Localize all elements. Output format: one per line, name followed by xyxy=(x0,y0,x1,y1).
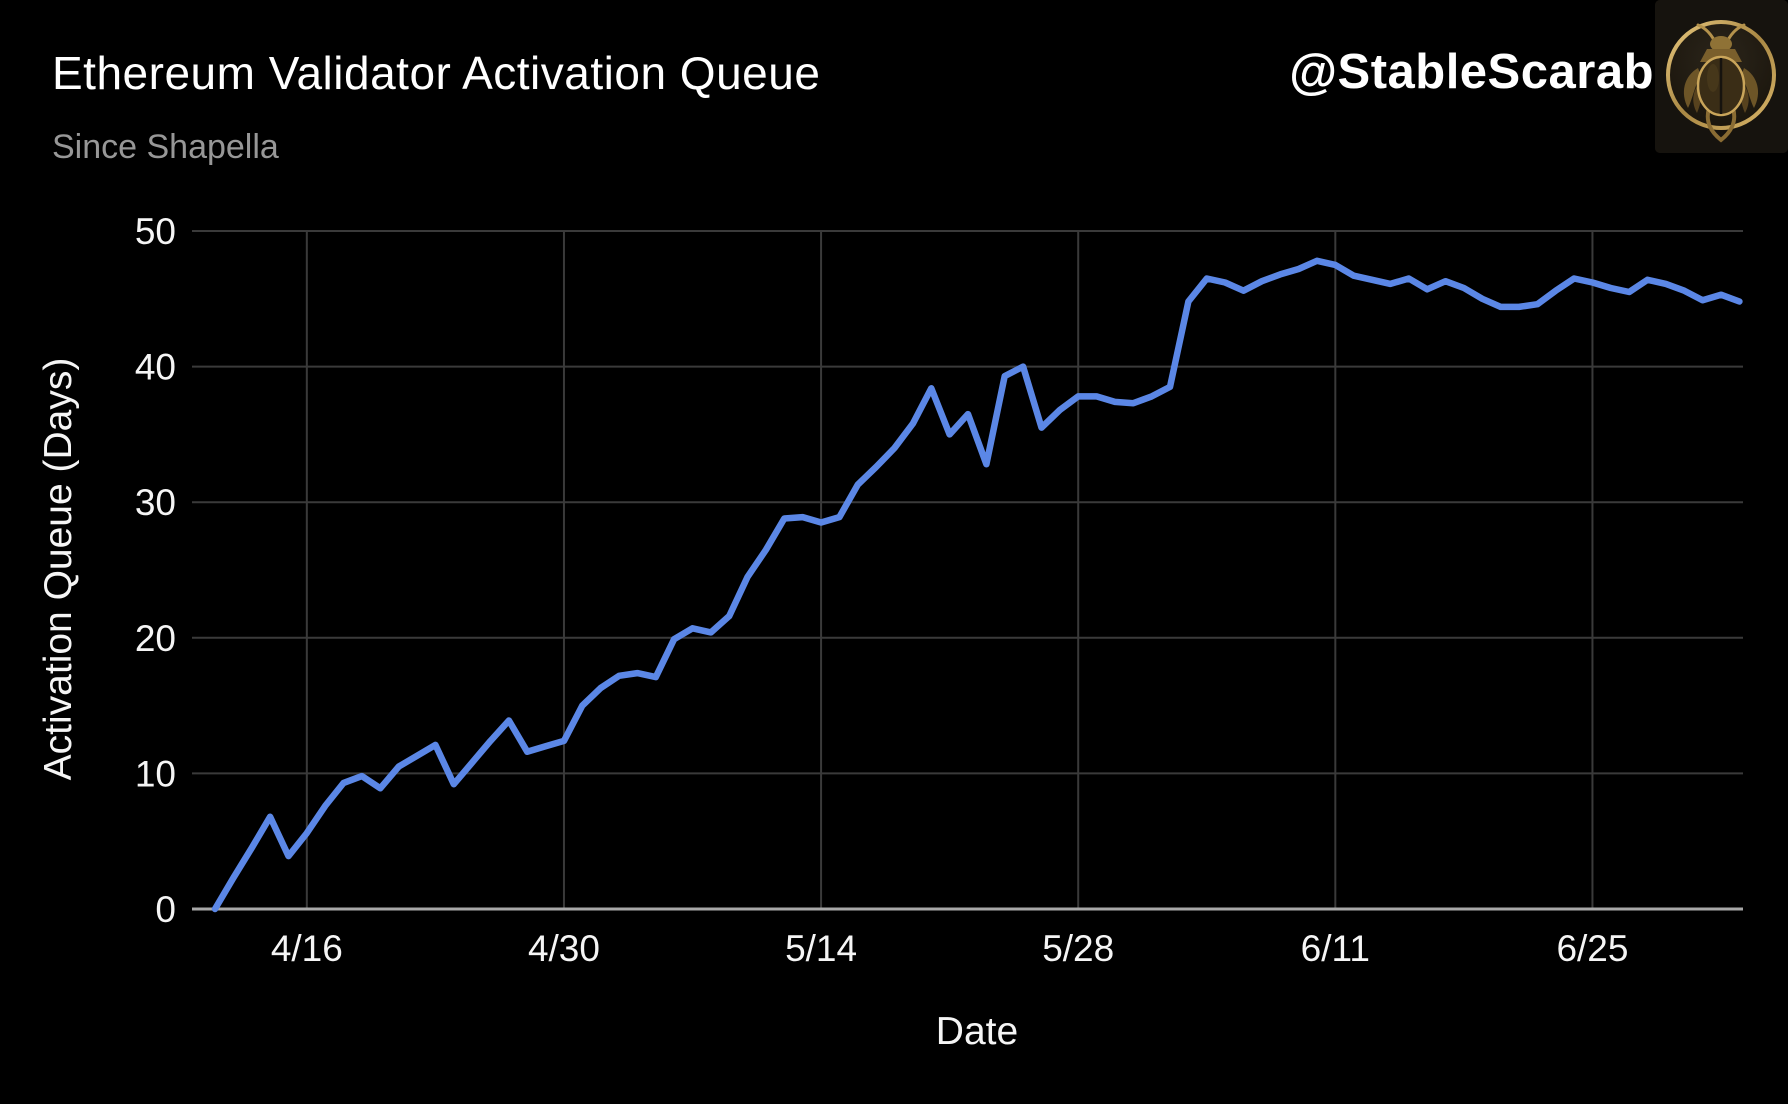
y-tick-label: 20 xyxy=(135,618,176,659)
y-tick-label: 10 xyxy=(135,753,176,794)
y-tick-label: 0 xyxy=(155,889,176,930)
y-axis-title: Activation Queue (Days) xyxy=(37,357,80,781)
scarab-beetle-icon xyxy=(1655,0,1788,153)
x-tick-label: 6/25 xyxy=(1556,928,1628,969)
x-tick-label: 4/30 xyxy=(528,928,600,969)
chart-title: Ethereum Validator Activation Queue xyxy=(52,47,821,99)
x-tick-label: 4/16 xyxy=(271,928,343,969)
y-tick-label: 30 xyxy=(135,482,176,523)
x-tick-label: 6/11 xyxy=(1301,928,1370,969)
x-tick-label: 5/14 xyxy=(785,928,857,969)
y-tick-label: 50 xyxy=(135,211,176,252)
x-axis-title: Date xyxy=(935,1010,1019,1053)
y-tick-label: 40 xyxy=(135,347,176,388)
scarab-logo xyxy=(1655,0,1788,153)
chart-subtitle: Since Shapella xyxy=(52,128,279,166)
activation-queue-line xyxy=(211,257,1743,913)
x-tick-label: 5/28 xyxy=(1042,928,1114,969)
twitter-handle: @StableScarab xyxy=(1289,45,1654,99)
